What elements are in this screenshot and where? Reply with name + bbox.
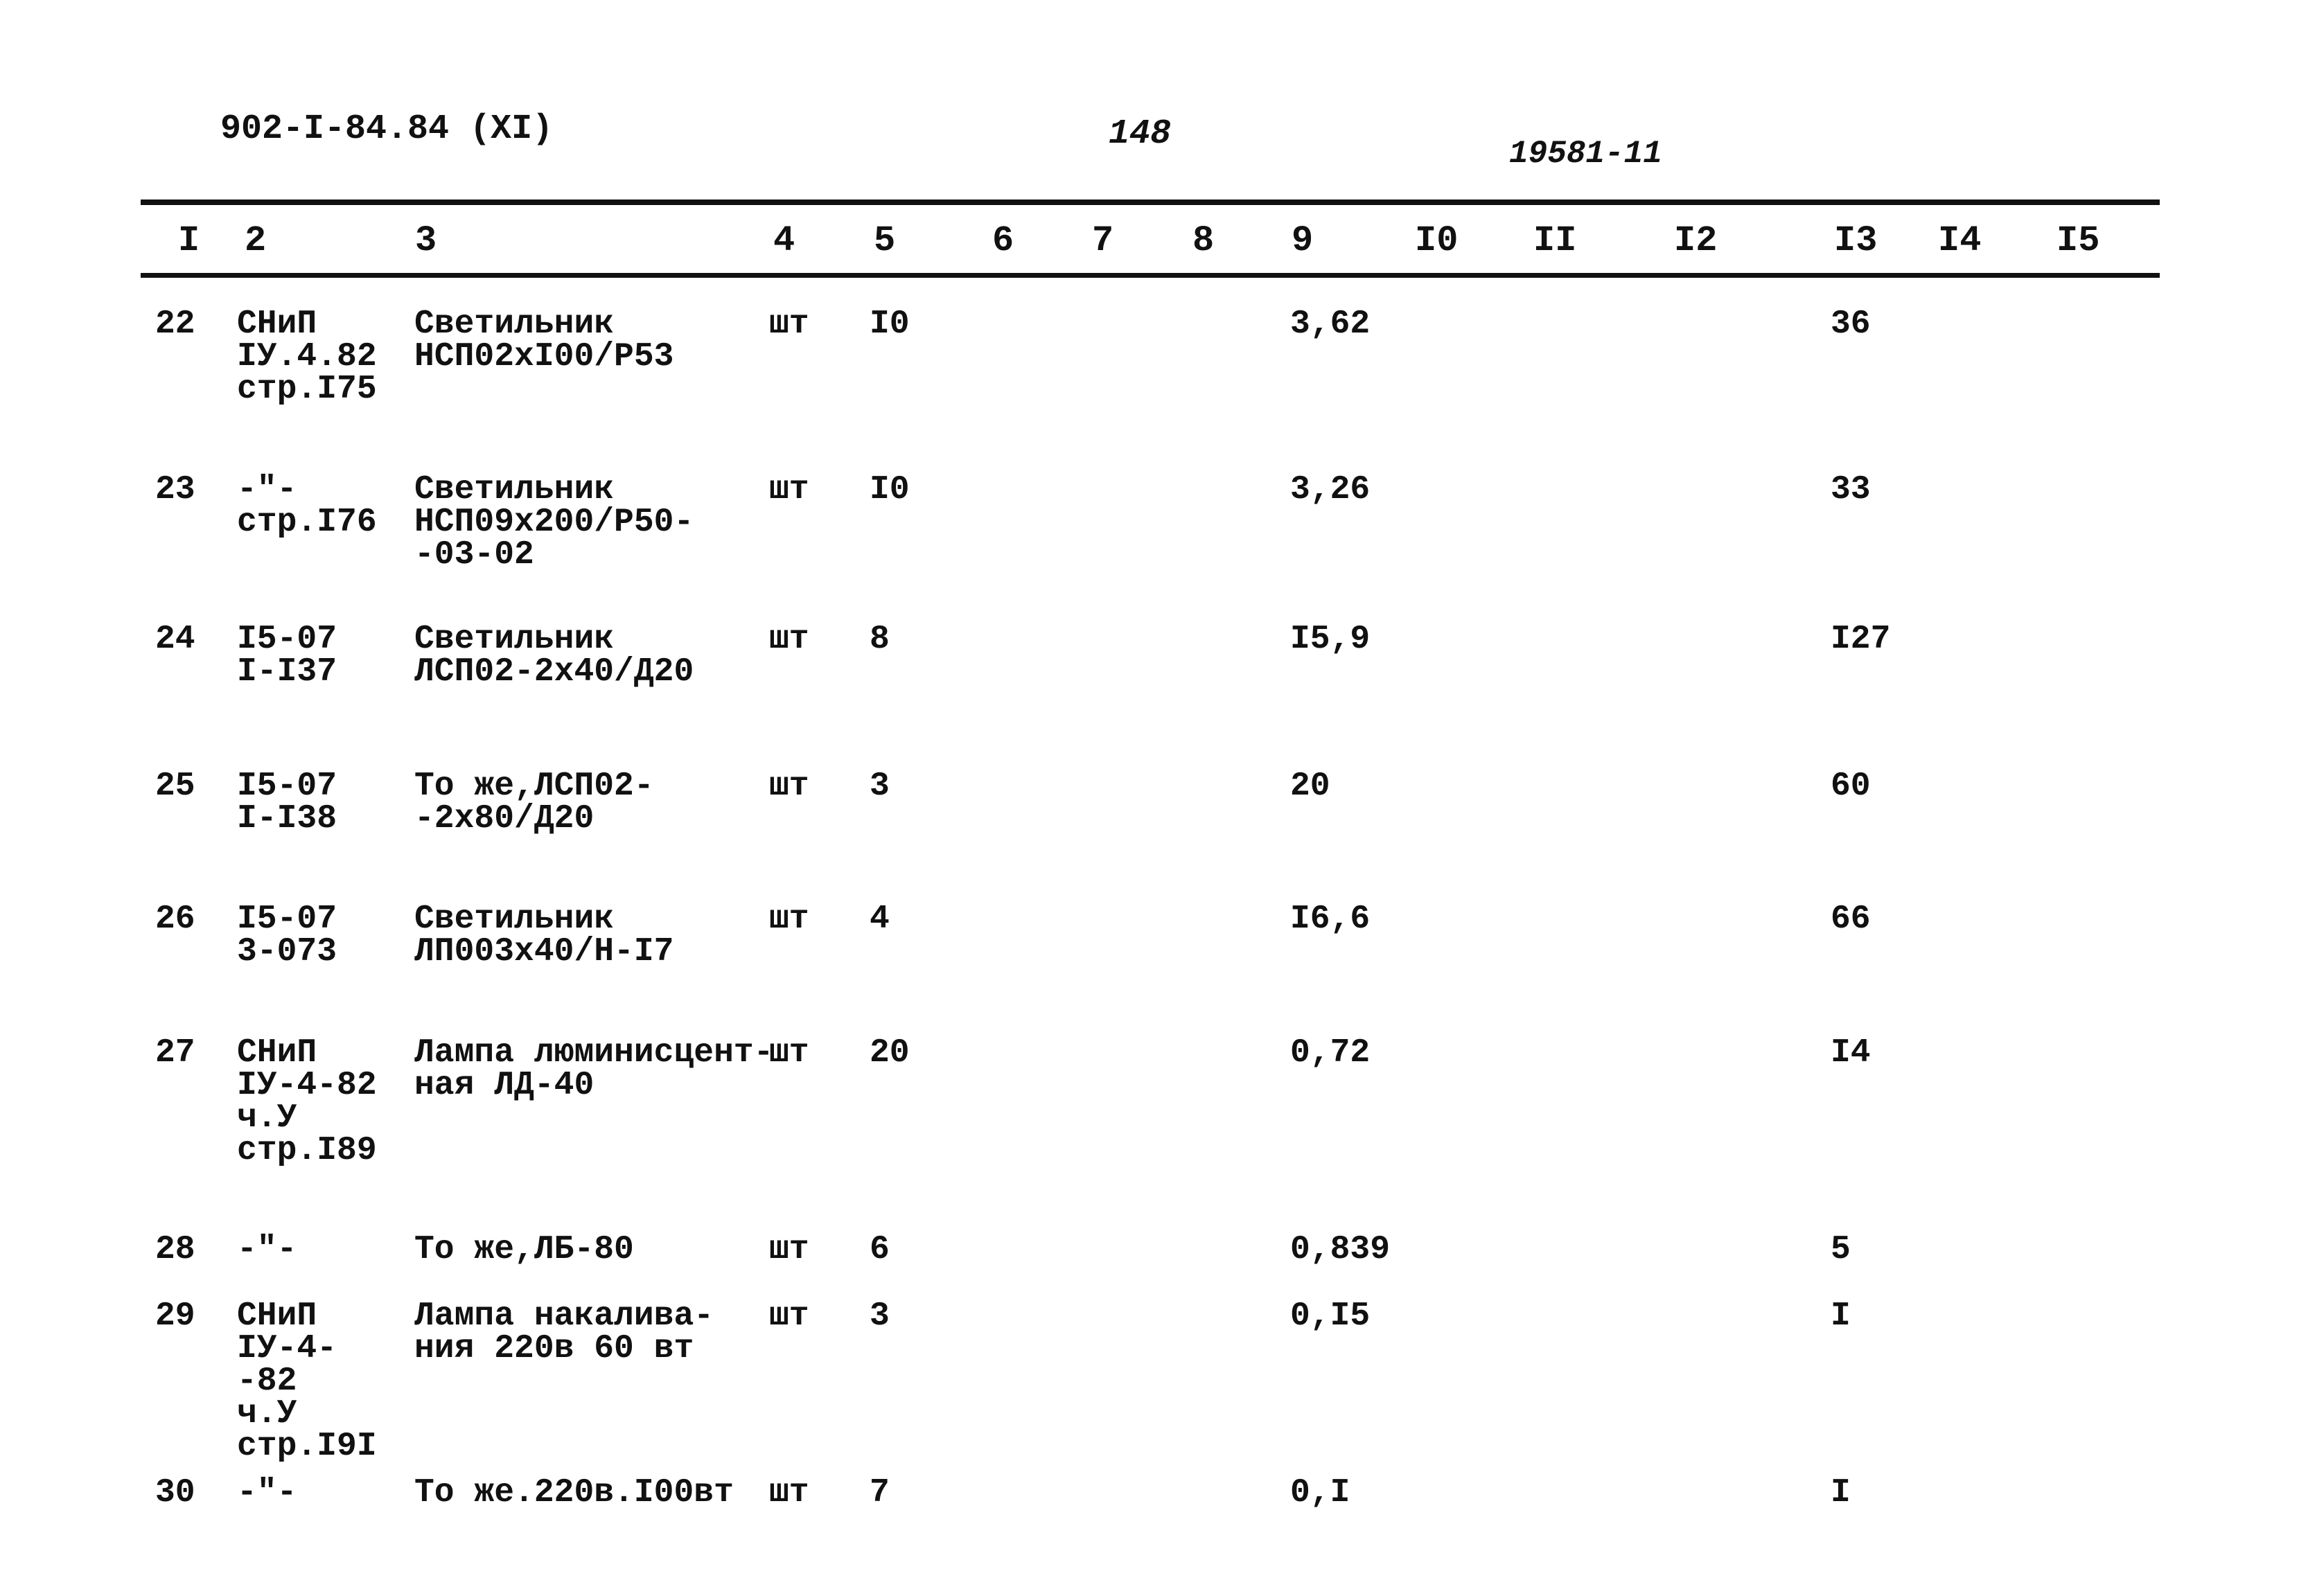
source-reference: СНиП IУ-4-82 ч.У стр.I89 bbox=[237, 1034, 377, 1169]
item-name: Светильник НСП09х200/Р50- -03-02 bbox=[414, 471, 694, 574]
row-number: 22 bbox=[155, 305, 195, 343]
total-cost: I27 bbox=[1831, 621, 1891, 658]
row-number: 25 bbox=[155, 768, 195, 805]
unit-price: 3,26 bbox=[1290, 471, 1371, 508]
column-header-3: 3 bbox=[415, 220, 437, 261]
item-name: То же.220в.I00вт bbox=[414, 1474, 734, 1511]
item-name: То же,ЛСП02- -2х80/Д20 bbox=[414, 768, 654, 837]
column-header-8: 8 bbox=[1192, 220, 1215, 261]
unit-price: 20 bbox=[1290, 768, 1330, 805]
column-header-14: I4 bbox=[1938, 220, 1982, 261]
unit-price: I6,6 bbox=[1290, 901, 1371, 938]
column-header-15: I5 bbox=[2056, 220, 2100, 261]
page-number: 148 bbox=[1109, 114, 1172, 154]
row-number: 28 bbox=[155, 1231, 195, 1268]
column-header-12: I2 bbox=[1674, 220, 1718, 261]
item-name: То же,ЛБ-80 bbox=[414, 1231, 634, 1268]
quantity: 4 bbox=[870, 901, 890, 938]
unit: шт bbox=[769, 1474, 809, 1511]
item-name: Лампа накалива- ния 220в 60 вт bbox=[414, 1297, 714, 1367]
source-reference: I5-07 I-I37 bbox=[237, 621, 337, 691]
quantity: I0 bbox=[870, 471, 910, 508]
quantity: 3 bbox=[870, 768, 890, 805]
unit: шт bbox=[769, 1231, 809, 1268]
column-header-9: 9 bbox=[1292, 220, 1314, 261]
total-cost: 33 bbox=[1831, 471, 1871, 508]
row-number: 23 bbox=[155, 471, 195, 508]
source-reference: -"- bbox=[237, 1474, 297, 1511]
total-cost: 5 bbox=[1831, 1231, 1851, 1268]
row-number: 27 bbox=[155, 1034, 195, 1072]
table-top-rule bbox=[141, 200, 2160, 205]
source-reference: -"- стр.I76 bbox=[237, 471, 377, 541]
column-header-11: II bbox=[1533, 220, 1577, 261]
row-number: 24 bbox=[155, 621, 195, 658]
item-name: Светильник НСП02хI00/Р53 bbox=[414, 305, 674, 375]
unit-price: 0,I5 bbox=[1290, 1297, 1371, 1335]
source-reference: I5-07 3-073 bbox=[237, 901, 337, 970]
unit-price: I5,9 bbox=[1290, 621, 1371, 658]
row-number: 29 bbox=[155, 1297, 195, 1335]
column-header-6: 6 bbox=[992, 220, 1014, 261]
row-number: 26 bbox=[155, 901, 195, 938]
quantity: 8 bbox=[870, 621, 890, 658]
quantity: I0 bbox=[870, 305, 910, 343]
item-name: Лампа люминисцент- ная ЛД-40 bbox=[414, 1034, 774, 1104]
quantity: 7 bbox=[870, 1474, 890, 1511]
archive-number: 19581-11 bbox=[1509, 136, 1662, 172]
table-header-rule bbox=[141, 273, 2160, 278]
column-header-4: 4 bbox=[773, 220, 795, 261]
column-header-1: I bbox=[178, 220, 200, 261]
total-cost: 36 bbox=[1831, 305, 1871, 343]
total-cost: I bbox=[1831, 1474, 1851, 1511]
column-header-7: 7 bbox=[1092, 220, 1114, 261]
source-reference: СНиП IУ.4.82 стр.I75 bbox=[237, 305, 377, 408]
item-name: Светильник ЛСП02-2х40/Д20 bbox=[414, 621, 694, 691]
unit: шт bbox=[769, 305, 809, 343]
unit: шт bbox=[769, 471, 809, 508]
column-header-5: 5 bbox=[874, 220, 896, 261]
quantity: 6 bbox=[870, 1231, 890, 1268]
unit: шт bbox=[769, 901, 809, 938]
unit: шт bbox=[769, 1034, 809, 1072]
total-cost: I bbox=[1831, 1297, 1851, 1335]
unit: шт bbox=[769, 768, 809, 805]
quantity: 20 bbox=[870, 1034, 910, 1072]
quantity: 3 bbox=[870, 1297, 890, 1335]
unit-price: 0,I bbox=[1290, 1474, 1350, 1511]
column-header-13: I3 bbox=[1834, 220, 1878, 261]
document-code: 902-I-84.84 (XI) bbox=[220, 109, 554, 149]
unit-price: 0,72 bbox=[1290, 1034, 1371, 1072]
total-cost: I4 bbox=[1831, 1034, 1871, 1072]
row-number: 30 bbox=[155, 1474, 195, 1511]
unit: шт bbox=[769, 621, 809, 658]
unit: шт bbox=[769, 1297, 809, 1335]
unit-price: 0,839 bbox=[1290, 1231, 1391, 1268]
source-reference: -"- bbox=[237, 1231, 297, 1268]
unit-price: 3,62 bbox=[1290, 305, 1371, 343]
source-reference: I5-07 I-I38 bbox=[237, 768, 337, 837]
column-header-10: I0 bbox=[1415, 220, 1459, 261]
item-name: Светильник ЛП003х40/Н-I7 bbox=[414, 901, 674, 970]
source-reference: СНиП IУ-4- -82 ч.У стр.I9I bbox=[237, 1297, 377, 1465]
column-header-2: 2 bbox=[245, 220, 267, 261]
total-cost: 66 bbox=[1831, 901, 1871, 938]
total-cost: 60 bbox=[1831, 768, 1871, 805]
